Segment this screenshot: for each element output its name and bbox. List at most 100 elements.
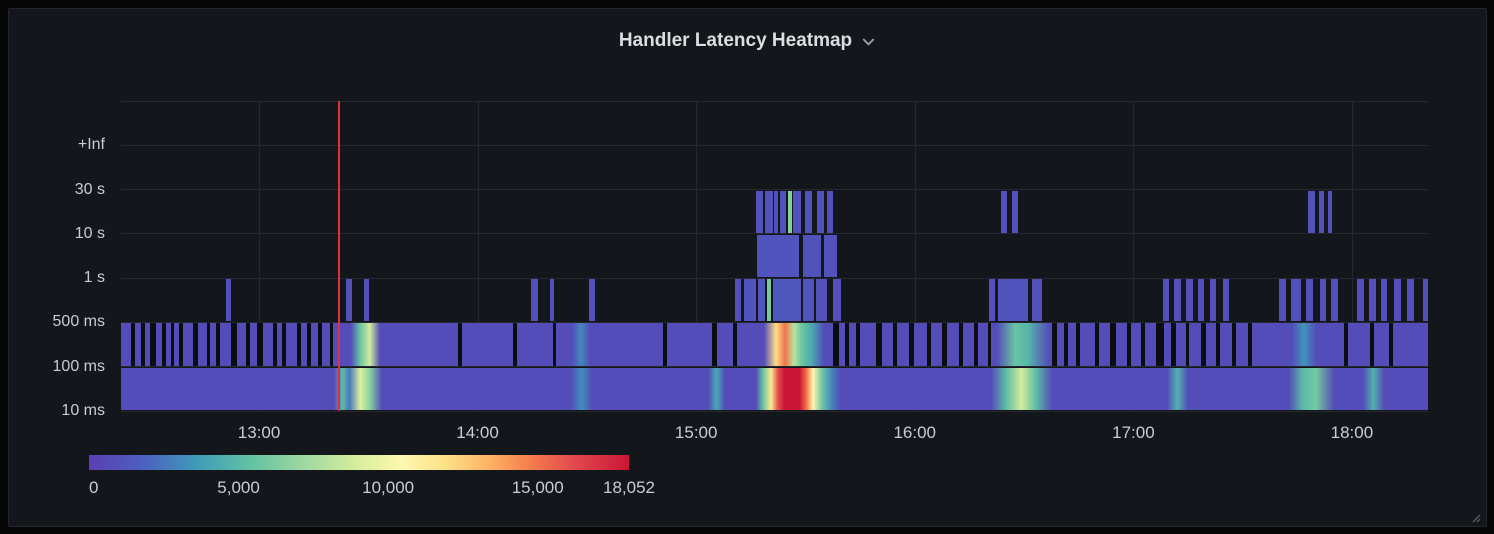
heatmap-gap <box>1064 323 1068 366</box>
heatmap-hotspot <box>991 367 1052 410</box>
heatmap-gap <box>1231 323 1236 366</box>
heatmap-gap <box>892 323 897 366</box>
heatmap-hotspot <box>1166 367 1188 410</box>
y-axis-tick-label: 1 s <box>83 269 105 287</box>
heatmap-cell <box>1380 279 1388 322</box>
grid-line-horizontal <box>121 233 1428 235</box>
heatmap-gap <box>942 323 947 366</box>
grid-line-vertical <box>259 101 261 411</box>
heatmap-cell <box>744 279 757 322</box>
heatmap-hotspot <box>334 367 383 410</box>
y-axis-tick-label: 10 ms <box>61 402 105 419</box>
heatmap-hotspot <box>1362 367 1384 410</box>
heatmap-gap <box>215 323 220 366</box>
heatmap-cell <box>823 234 838 278</box>
heatmap-cell <box>1162 279 1170 322</box>
panel-title: Handler Latency Heatmap <box>618 29 853 51</box>
heatmap-gap <box>1110 323 1116 366</box>
heatmap-cell <box>816 190 824 233</box>
heatmap-cell <box>1357 279 1364 322</box>
heatmap-gap <box>732 323 737 366</box>
plot-area[interactable] <box>121 100 1428 412</box>
heatmap-cell <box>1308 190 1315 233</box>
y-axis-tick-label: 10 s <box>74 224 105 242</box>
heatmap-cell <box>1209 279 1217 322</box>
grid-line-vertical <box>1133 101 1135 411</box>
heatmap-gap <box>1156 323 1164 366</box>
grid-line-horizontal <box>121 277 1428 279</box>
heatmap-gap <box>141 323 145 366</box>
y-axis-tick-label: 100 ms <box>52 357 105 375</box>
heatmap-gap <box>307 323 311 366</box>
x-axis-tick-label: 18:00 <box>1330 423 1374 442</box>
heatmap-cell <box>1328 190 1332 233</box>
legend-tick-label: 15,000 <box>511 478 564 497</box>
heatmap-hotspot <box>707 367 725 410</box>
grid-line-vertical <box>914 101 916 411</box>
panel-resize-handle[interactable] <box>1469 510 1481 523</box>
heatmap-gap <box>1370 323 1375 366</box>
heatmap-gap <box>663 323 668 366</box>
heatmap-cell <box>988 279 996 322</box>
heatmap-hotspot <box>1292 323 1316 366</box>
heatmap-cell <box>766 279 772 322</box>
heatmap-cell <box>805 190 812 233</box>
heatmap-cell <box>531 279 538 322</box>
x-axis: 13:00 14:00 15:00 16:00 17:00 18:00 <box>121 423 1428 447</box>
heatmap-cell <box>802 234 821 278</box>
legend-tick-label: 18,052 <box>603 478 655 497</box>
legend-tick-label: 5,000 <box>217 478 260 497</box>
panel-title-button[interactable]: Handler Latency Heatmap <box>611 27 884 54</box>
heatmap-gap <box>1094 323 1099 366</box>
heatmap-gap <box>1247 323 1252 366</box>
heatmap-row <box>121 279 1428 322</box>
heatmap-cell <box>758 279 766 322</box>
y-axis-tick-label: +Inf <box>77 136 105 154</box>
heatmap-gap <box>856 323 861 366</box>
x-axis-tick-label: 13:00 <box>237 423 281 442</box>
x-axis-tick-label: 15:00 <box>674 423 718 442</box>
color-scale-legend: 0 5,000 10,000 15,000 18,052 <box>89 455 709 499</box>
x-axis-tick-label: 16:00 <box>893 423 937 442</box>
heatmap-gap <box>513 323 517 366</box>
heatmap-hotspot <box>571 323 591 366</box>
heatmap-row <box>121 234 1428 278</box>
y-axis-tick-label: 500 ms <box>52 313 105 331</box>
heatmap-gap <box>231 323 237 366</box>
grid-line-vertical <box>1351 101 1353 411</box>
heatmap-cell <box>1318 190 1325 233</box>
annotation-line <box>338 101 340 411</box>
heatmap-cell <box>1222 279 1230 322</box>
heatmap-cell <box>1290 279 1302 322</box>
y-axis-tick-label: 30 s <box>74 180 105 198</box>
grid-line-horizontal <box>121 366 1428 368</box>
heatmap-gap <box>1216 323 1221 366</box>
heatmap-cell <box>588 279 595 322</box>
heatmap-cell <box>735 279 742 322</box>
heatmap-gap <box>170 323 174 366</box>
heatmap-gap <box>149 323 157 366</box>
heatmap-gap <box>1185 323 1190 366</box>
panel-header: Handler Latency Heatmap <box>9 23 1486 57</box>
heatmap-hotspot <box>570 367 592 410</box>
heatmap-gap <box>272 323 277 366</box>
heatmap-gap <box>1344 323 1349 366</box>
grid-line-vertical <box>696 101 698 411</box>
heatmap-gap <box>282 323 286 366</box>
heatmap-cell <box>997 279 1029 322</box>
heatmap-cell <box>549 279 554 322</box>
heatmap-gap <box>712 323 717 366</box>
heatmap-gap <box>245 323 250 366</box>
y-axis: +Inf 30 s 10 s 1 s 500 ms 100 ms 10 ms <box>9 101 111 419</box>
heatmap-gap <box>958 323 963 366</box>
heatmap-cell <box>773 279 801 322</box>
heatmap-cell <box>1186 279 1193 322</box>
heatmap-gap <box>192 323 199 366</box>
heatmap-gap <box>1171 323 1177 366</box>
heatmap-cell <box>787 190 792 233</box>
heatmap-cell <box>1331 279 1338 322</box>
heatmap-gap <box>179 323 184 366</box>
heatmap-row <box>121 367 1428 410</box>
heatmap-gap <box>987 323 991 366</box>
